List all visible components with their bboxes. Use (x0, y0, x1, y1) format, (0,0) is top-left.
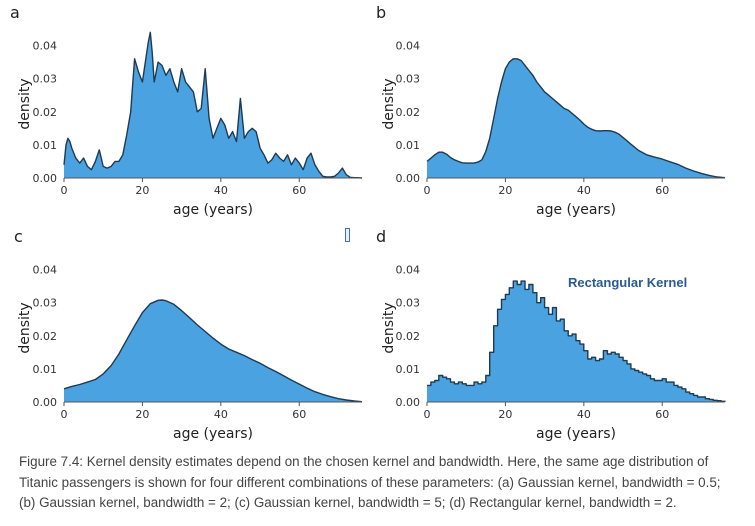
y-tick-label-c: 0.04 (33, 264, 58, 277)
y-tick-label-a: 0.02 (33, 106, 58, 119)
y-tick-label-b: 0.01 (396, 139, 421, 152)
x-tick-label-b: 60 (655, 184, 669, 197)
y-axis-title-d: density (381, 302, 397, 353)
y-tick-label-b: 0.02 (396, 106, 421, 119)
x-tick-label-d: 0 (424, 408, 431, 421)
y-tick-label-c: 0.00 (33, 396, 58, 409)
density-line-d (427, 280, 726, 402)
y-tick-label-d: 0.01 (396, 363, 421, 376)
density-line-c (63, 299, 363, 403)
x-axis-title-b: age (years) (536, 202, 616, 218)
panel-letter-d: d (376, 227, 386, 246)
x-tick-label-a: 20 (135, 184, 149, 197)
panel-b: b density age (years) 0.00 0.01 0.02 0.03 0.… (376, 3, 726, 218)
y-tick-label-a: 0.01 (33, 139, 58, 152)
density-area-a (64, 32, 362, 178)
annotation-rectangular-kernel: Rectangular Kernel (568, 275, 687, 290)
x-tick-label-c: 0 (61, 408, 68, 421)
y-tick-label-b: 0.03 (396, 73, 421, 86)
y-tick-label-d: 0.03 (396, 297, 421, 310)
x-tick-label-d: 40 (577, 408, 591, 421)
y-axis-title-a: density (17, 78, 33, 129)
y-tick-label-d: 0.00 (396, 396, 421, 409)
y-axis-title-b: density (381, 78, 397, 129)
x-tick-label-d: 20 (498, 408, 512, 421)
x-tick-label-b: 0 (424, 184, 431, 197)
y-tick-label-c: 0.01 (33, 363, 58, 376)
x-tick-label-c: 20 (135, 408, 149, 421)
x-tick-label-c: 60 (292, 408, 306, 421)
density-area-c (64, 300, 362, 402)
density-area-b (427, 58, 725, 178)
selection-marker (345, 228, 350, 242)
panel-letter-b: b (376, 3, 386, 22)
y-tick-label-b: 0.04 (396, 40, 421, 53)
panel-letter-a: a (10, 3, 20, 22)
x-axis-title-c: age (years) (173, 426, 253, 442)
x-tick-label-b: 40 (577, 184, 591, 197)
x-tick-label-a: 0 (61, 184, 68, 197)
panel-c: c density age (years) 0.00 0.01 0.02 0.03 0.… (14, 227, 363, 442)
figure-caption: Figure 7.4: Kernel density estimates dep… (19, 454, 721, 510)
y-tick-label-b: 0.00 (396, 172, 421, 185)
figure-charts: a density age (years) 0.00 0.01 0.02 0.03 0.… (10, 3, 726, 442)
panel-a: a density age (years) 0.00 0.01 0.02 0.03 0.… (10, 3, 363, 218)
x-axis-title-a: age (years) (173, 202, 253, 218)
x-tick-label-d: 60 (655, 408, 669, 421)
y-axis-title-c: density (17, 302, 33, 353)
density-line-b (426, 58, 726, 179)
x-tick-label-a: 40 (214, 184, 228, 197)
y-tick-label-a: 0.03 (33, 73, 58, 86)
x-tick-label-a: 60 (292, 184, 306, 197)
y-tick-label-d: 0.02 (396, 330, 421, 343)
y-tick-label-a: 0.04 (33, 40, 58, 53)
panel-letter-c: c (14, 227, 23, 246)
x-tick-label-c: 40 (214, 408, 228, 421)
x-axis-title-d: age (years) (536, 426, 616, 442)
density-area-d (427, 281, 725, 402)
x-tick-label-b: 20 (498, 184, 512, 197)
density-line-a (63, 31, 363, 179)
y-tick-label-a: 0.00 (33, 172, 58, 185)
panel-d: d density age (years) Rectangular Kernel… (376, 227, 726, 442)
y-tick-label-c: 0.03 (33, 297, 58, 310)
y-tick-label-d: 0.04 (396, 264, 421, 277)
y-tick-label-c: 0.02 (33, 330, 58, 343)
